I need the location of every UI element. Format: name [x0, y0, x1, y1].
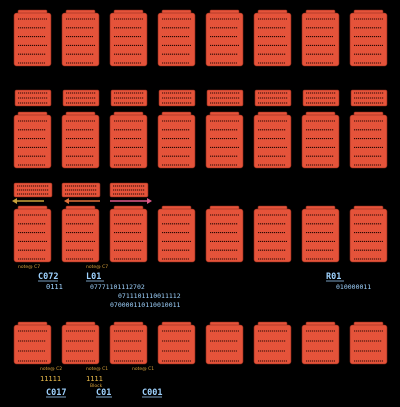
tag-note-4: note@ C1 [86, 366, 108, 372]
header-row2-3 [110, 89, 148, 107]
arrow-group [12, 198, 152, 204]
card-row2-3 [109, 111, 148, 169]
card-row4-5 [205, 321, 244, 365]
code-c1: C072 [38, 272, 58, 282]
card-row1-6 [253, 9, 292, 67]
code-c4: 07771101112702 [90, 283, 145, 291]
code-c6: 070000110110010011 [110, 301, 181, 309]
card-row3-2 [61, 205, 100, 263]
header-row2-1 [14, 89, 52, 107]
card-row1-3 [109, 9, 148, 67]
header-row2-2 [62, 89, 100, 107]
code-c3: L01 [86, 272, 101, 282]
arrow-left-head [12, 198, 17, 204]
card-row4-6 [253, 321, 292, 365]
code-c11: 1111 [86, 375, 103, 383]
header-row2-6 [254, 89, 292, 107]
card-row1-7 [301, 9, 340, 67]
code-c5: 0711101110011112 [118, 292, 181, 300]
card-row2-7 [301, 111, 340, 169]
header-row3-2 [61, 182, 101, 198]
code-c9: 11111 [40, 375, 61, 383]
arrow-right-head [147, 198, 152, 204]
card-row4-2 [61, 321, 100, 365]
arrow-mid-head [64, 198, 69, 204]
card-row4-1 [13, 321, 52, 365]
header-row2-4 [158, 89, 196, 107]
card-row1-4 [157, 9, 196, 67]
header-labels [13, 89, 388, 198]
card-row4-3 [109, 321, 148, 365]
card-row4-4 [157, 321, 196, 365]
card-row3-4 [157, 205, 196, 263]
card-row2-2 [61, 111, 100, 169]
card-row1-2 [61, 9, 100, 67]
tag-note-3: note@ C2 [40, 366, 62, 372]
header-row2-8 [350, 89, 388, 107]
card-row3-1 [13, 205, 52, 263]
card-row1-8 [349, 9, 388, 67]
card-row2-4 [157, 111, 196, 169]
code-c7: R01 [326, 272, 341, 282]
card-row2-8 [349, 111, 388, 169]
card-row3-6 [253, 205, 292, 263]
card-row3-5 [205, 205, 244, 263]
card-row1-1 [13, 9, 52, 67]
card-row2-5 [205, 111, 244, 169]
header-row2-5 [206, 89, 244, 107]
tag-note-5: note@ C1 [132, 366, 154, 372]
code-c13: C001 [142, 388, 162, 398]
tag-note-2: note@ C7 [86, 264, 108, 270]
card-row4-8 [349, 321, 388, 365]
tag-note-1: note@ C7 [18, 264, 40, 270]
tag-block: Block [90, 383, 103, 389]
card-row3-8 [349, 205, 388, 263]
card-row4-7 [301, 321, 340, 365]
bottom-annotations: note@ C2 note@ C1 note@ C1 11111 1111 Bl… [40, 366, 162, 398]
header-row3-1 [13, 182, 53, 198]
header-row2-7 [302, 89, 340, 107]
card-row1-5 [205, 9, 244, 67]
code-annotations: note@ C7 note@ C7 C072 0111 L01 07771101… [18, 264, 371, 309]
card-row2-6 [253, 111, 292, 169]
card-row3-3 [109, 205, 148, 263]
card-grid [13, 9, 388, 365]
card-row2-1 [13, 111, 52, 169]
code-c2: 0111 [46, 283, 63, 291]
code-c12: C01 [96, 388, 111, 398]
card-row3-7 [301, 205, 340, 263]
code-c10: C017 [46, 388, 66, 398]
code-c8: 010000011 [336, 283, 371, 291]
header-row3-3 [109, 182, 149, 198]
